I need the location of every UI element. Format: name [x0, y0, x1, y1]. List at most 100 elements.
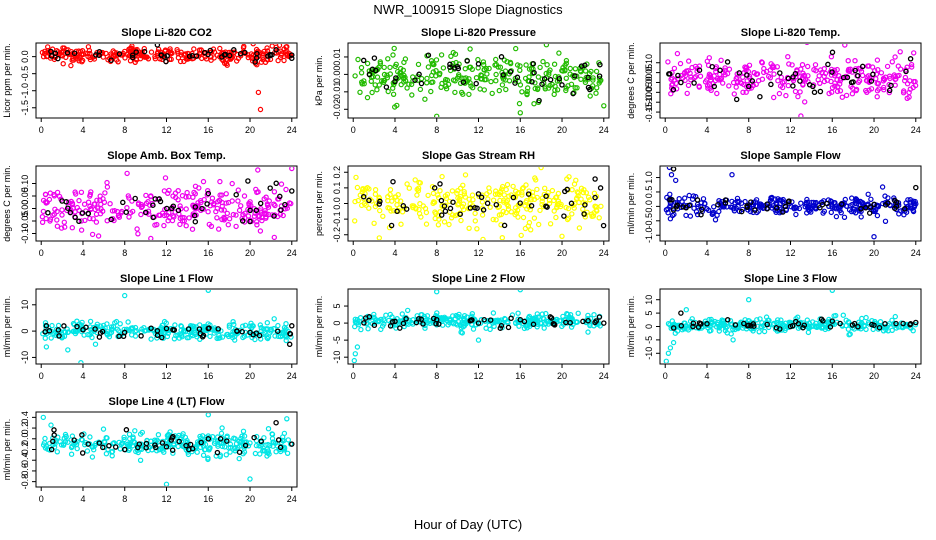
data-point	[389, 198, 395, 204]
data-point	[754, 71, 761, 77]
data-point	[910, 328, 916, 334]
data-point	[130, 435, 136, 442]
reference-point	[43, 323, 50, 329]
data-point	[118, 441, 125, 448]
reference-point	[868, 78, 875, 84]
x-tick-label: 8	[746, 125, 751, 135]
reference-point	[670, 325, 677, 331]
reference-point	[691, 80, 697, 86]
data-point	[223, 452, 229, 458]
y-tick-label: 0.0	[332, 197, 342, 210]
data-point	[845, 58, 851, 64]
data-point	[63, 433, 69, 440]
data-point	[63, 54, 69, 61]
y-tick-label: -5	[644, 336, 654, 344]
data-point	[534, 186, 540, 193]
reference-point	[100, 444, 106, 451]
data-point	[526, 188, 532, 194]
data-point	[881, 84, 887, 91]
reference-point	[475, 61, 482, 67]
data-point	[497, 197, 503, 204]
data-point	[667, 204, 673, 210]
data-point	[444, 77, 451, 83]
reference-point	[106, 443, 112, 449]
data-point	[90, 447, 97, 453]
data-point	[425, 64, 432, 70]
data-point	[269, 431, 275, 437]
reference-point	[722, 197, 729, 203]
data-point	[252, 450, 259, 457]
data-point	[102, 190, 108, 196]
outlier-point	[376, 235, 382, 240]
data-point	[428, 79, 435, 86]
data-point	[197, 444, 204, 451]
data-point	[706, 73, 712, 80]
data-point	[447, 320, 453, 326]
x-tick-label: 20	[245, 371, 255, 381]
data-point	[467, 80, 473, 86]
data-point	[667, 191, 673, 197]
data-point	[227, 444, 234, 451]
reference-point	[277, 444, 284, 451]
data-point	[842, 196, 849, 203]
x-tick-label: 24	[287, 248, 297, 258]
reference-point	[158, 52, 165, 58]
reference-point	[207, 47, 214, 54]
outlier-point	[842, 44, 848, 48]
data-point	[254, 222, 260, 228]
data-point	[735, 203, 741, 210]
data-point	[394, 102, 400, 109]
reference-point	[247, 207, 253, 214]
reference-point	[674, 202, 680, 209]
data-point	[756, 329, 762, 335]
reference-point	[447, 205, 454, 212]
reference-point	[724, 59, 731, 65]
panel-8: Slope Line 2 Flow ml/min per min. 0 4 8 12 16 2…	[314, 273, 610, 381]
reference-point	[528, 203, 535, 209]
reference-point	[71, 437, 77, 443]
x-tick-label: 4	[80, 125, 85, 135]
data-point	[534, 317, 541, 324]
x-tick-label: 24	[599, 371, 609, 381]
data-point	[539, 76, 546, 82]
data-point	[138, 51, 144, 58]
data-point	[261, 196, 267, 202]
data-point	[720, 80, 726, 86]
reference-point	[517, 316, 524, 323]
data-point	[712, 318, 718, 325]
y-tick-label: 0.1	[332, 182, 342, 195]
data-point	[59, 207, 65, 213]
data-point	[534, 324, 540, 330]
data-point	[894, 35, 898, 39]
data-point	[493, 77, 499, 84]
data-point	[863, 314, 869, 321]
data-point	[575, 190, 582, 196]
data-point	[392, 194, 398, 200]
panel-6: Slope Sample Flow ml/min per min. 0 4 8 12 16 2…	[626, 150, 922, 258]
data-point	[179, 433, 185, 439]
data-point	[184, 335, 190, 341]
data-point	[201, 447, 208, 453]
data-point	[176, 432, 182, 439]
reference-point	[403, 316, 409, 322]
x-tick-label: 4	[80, 248, 85, 258]
reference-point	[61, 323, 67, 329]
data-point	[503, 86, 509, 93]
data-point	[718, 57, 724, 64]
data-point	[354, 184, 361, 191]
data-point	[889, 59, 896, 65]
data-point	[41, 440, 48, 446]
data-point	[48, 335, 54, 341]
data-point	[563, 85, 569, 91]
reference-point	[497, 325, 504, 331]
reference-point	[289, 52, 295, 58]
y-tick-label: -0.5	[644, 213, 654, 229]
reference-point	[447, 64, 453, 70]
points-layer	[665, 35, 919, 117]
data-point	[264, 320, 270, 326]
y-tick-label: -0.2	[20, 442, 30, 458]
reference-point	[79, 450, 86, 456]
data-point	[547, 221, 554, 227]
x-tick-label: 0	[351, 125, 356, 135]
reference-point	[592, 176, 598, 182]
